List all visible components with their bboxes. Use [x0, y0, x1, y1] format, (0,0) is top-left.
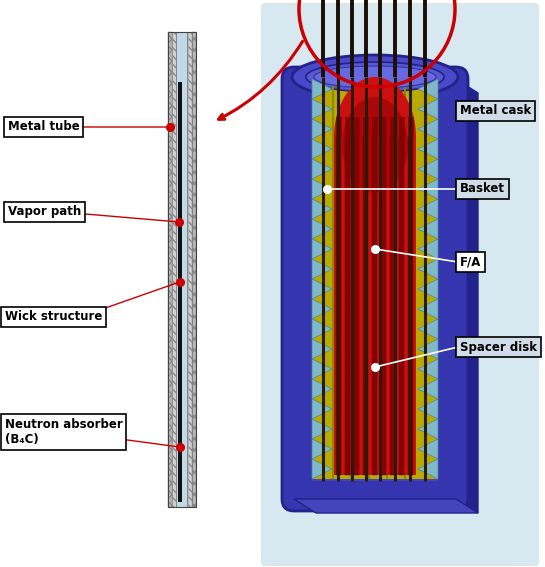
- Text: Metal tube: Metal tube: [8, 121, 80, 133]
- Bar: [368, 77, 370, 479]
- Bar: [363, 137, 368, 475]
- Polygon shape: [456, 79, 478, 513]
- Bar: [188, 32, 192, 507]
- Polygon shape: [312, 79, 332, 99]
- Text: Metal cask: Metal cask: [460, 104, 531, 117]
- Bar: [381, 137, 386, 475]
- Bar: [334, 137, 416, 475]
- Polygon shape: [312, 399, 332, 419]
- Bar: [372, 137, 377, 475]
- Ellipse shape: [314, 66, 436, 88]
- Polygon shape: [312, 219, 332, 239]
- Polygon shape: [418, 259, 438, 279]
- Polygon shape: [418, 399, 438, 419]
- Ellipse shape: [306, 62, 444, 92]
- Polygon shape: [312, 259, 332, 279]
- Bar: [408, 137, 413, 475]
- Bar: [168, 32, 196, 507]
- Bar: [399, 137, 404, 475]
- Polygon shape: [312, 439, 332, 459]
- Bar: [168, 32, 172, 507]
- Polygon shape: [418, 359, 438, 379]
- Polygon shape: [418, 419, 438, 439]
- Polygon shape: [312, 359, 332, 379]
- Bar: [192, 32, 196, 507]
- Polygon shape: [418, 199, 438, 219]
- Polygon shape: [418, 159, 438, 179]
- Polygon shape: [312, 419, 332, 439]
- Bar: [176, 32, 188, 507]
- Text: Vapor path: Vapor path: [8, 205, 81, 218]
- Ellipse shape: [334, 77, 416, 197]
- Polygon shape: [418, 79, 438, 99]
- Bar: [333, 282, 417, 290]
- Polygon shape: [418, 299, 438, 319]
- Ellipse shape: [292, 55, 458, 99]
- Bar: [312, 75, 438, 481]
- Bar: [386, 77, 388, 479]
- Polygon shape: [418, 339, 438, 359]
- Polygon shape: [418, 279, 438, 299]
- Bar: [187, 32, 188, 507]
- Bar: [390, 137, 395, 475]
- FancyBboxPatch shape: [282, 67, 468, 511]
- Polygon shape: [312, 199, 332, 219]
- Polygon shape: [312, 339, 332, 359]
- Polygon shape: [312, 299, 332, 319]
- Polygon shape: [312, 239, 332, 259]
- Bar: [404, 77, 406, 479]
- Text: Basket: Basket: [460, 183, 505, 196]
- Polygon shape: [418, 439, 438, 459]
- Bar: [345, 137, 350, 475]
- Text: Wick structure: Wick structure: [5, 311, 102, 324]
- Bar: [192, 32, 196, 507]
- Polygon shape: [312, 99, 332, 119]
- Bar: [350, 77, 352, 479]
- Polygon shape: [418, 459, 438, 479]
- Polygon shape: [294, 499, 478, 513]
- Polygon shape: [312, 119, 332, 139]
- Polygon shape: [312, 279, 332, 299]
- Polygon shape: [418, 99, 438, 119]
- FancyBboxPatch shape: [261, 3, 539, 566]
- Polygon shape: [312, 379, 332, 399]
- Polygon shape: [418, 379, 438, 399]
- Text: Spacer disk: Spacer disk: [460, 341, 537, 353]
- Polygon shape: [312, 319, 332, 339]
- Ellipse shape: [342, 97, 408, 193]
- Bar: [354, 137, 359, 475]
- Bar: [172, 32, 176, 507]
- Bar: [333, 376, 417, 384]
- Bar: [333, 201, 417, 209]
- Bar: [312, 77, 438, 479]
- Bar: [178, 427, 181, 502]
- Bar: [168, 32, 172, 507]
- Text: Neutron absorber
(B₄C): Neutron absorber (B₄C): [5, 418, 123, 446]
- Polygon shape: [312, 139, 332, 159]
- Bar: [332, 77, 334, 479]
- Bar: [336, 137, 341, 475]
- Bar: [178, 82, 181, 427]
- Polygon shape: [418, 119, 438, 139]
- Polygon shape: [418, 179, 438, 199]
- Polygon shape: [418, 139, 438, 159]
- Polygon shape: [418, 319, 438, 339]
- Bar: [176, 32, 177, 507]
- Polygon shape: [418, 219, 438, 239]
- Polygon shape: [312, 179, 332, 199]
- Polygon shape: [418, 239, 438, 259]
- Polygon shape: [312, 459, 332, 479]
- Polygon shape: [312, 159, 332, 179]
- Text: F/A: F/A: [460, 256, 481, 269]
